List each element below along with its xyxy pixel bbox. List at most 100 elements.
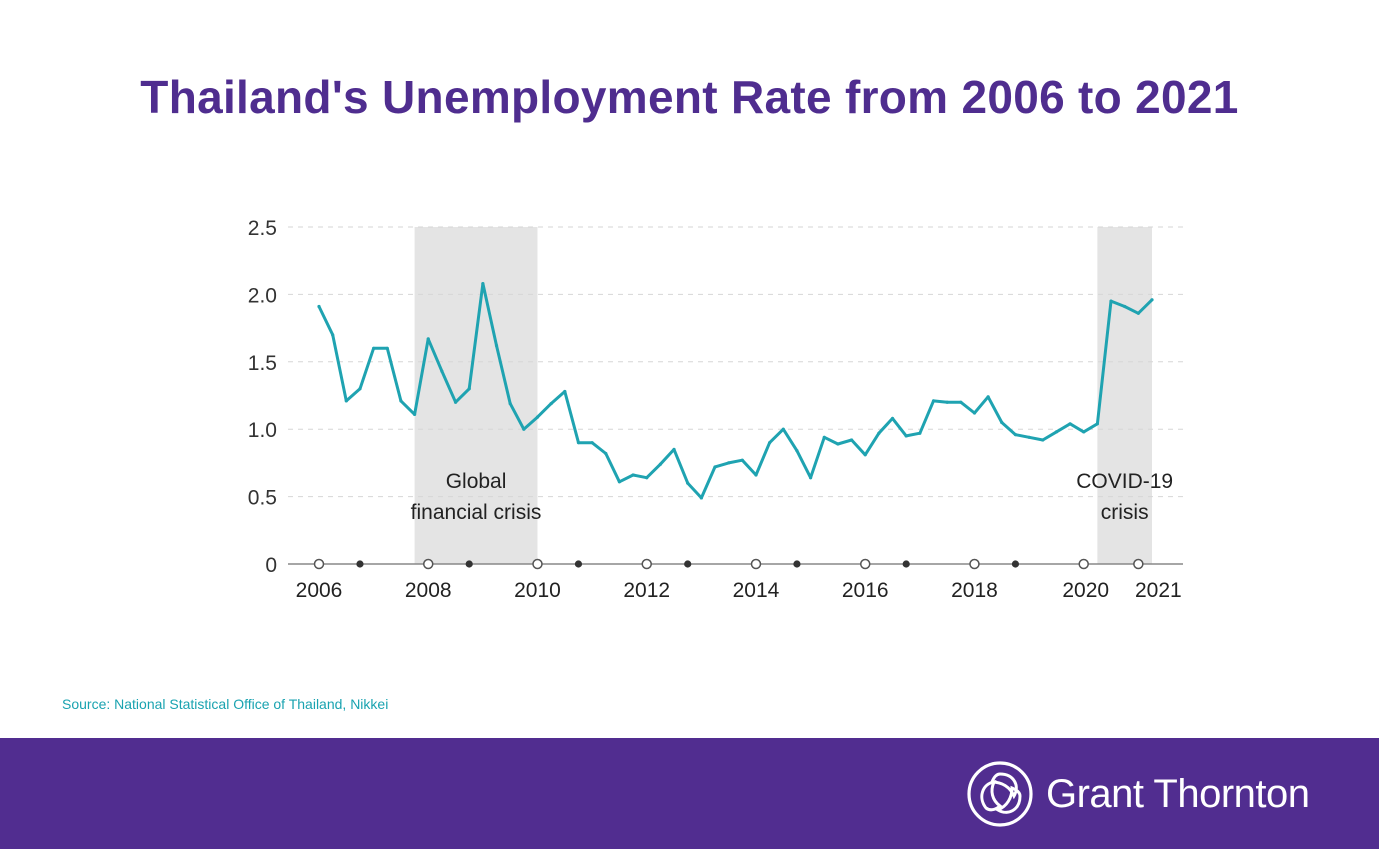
data-point	[590, 441, 594, 445]
data-point	[412, 412, 417, 416]
data-point	[877, 431, 881, 435]
data-point	[508, 401, 512, 406]
minor-tick-dot	[902, 560, 910, 568]
major-tick-marker	[859, 558, 871, 570]
data-point	[740, 458, 744, 462]
x-tick-label: 2016	[842, 579, 889, 602]
chart-title: Thailand's Unemployment Rate from 2006 t…	[140, 71, 1239, 123]
shaded-region-2	[1097, 227, 1152, 564]
footer-bar: Grant Thornton	[0, 738, 1379, 849]
minor-tick-dot	[793, 560, 801, 568]
data-point	[1000, 420, 1004, 425]
data-point	[522, 427, 526, 431]
data-point	[440, 369, 444, 373]
data-point	[931, 399, 936, 403]
minor-tick-dot	[574, 560, 583, 568]
data-point	[617, 480, 622, 484]
data-point	[1068, 422, 1072, 426]
brand-logo[interactable]: Grant Thornton	[966, 760, 1310, 828]
y-tick-label: 0.5	[248, 487, 277, 510]
data-point	[1123, 304, 1127, 309]
data-point	[1013, 432, 1018, 437]
data-point	[672, 447, 676, 452]
x-tick-label: 2020	[1062, 579, 1109, 602]
data-point	[849, 438, 854, 442]
data-point	[604, 451, 608, 456]
data-point	[426, 337, 430, 341]
region-label-1-line-1: Global	[446, 470, 507, 493]
region-labels: Global financial crisis COVID-19 crisis	[411, 470, 1173, 524]
x-tick-label: 2012	[623, 579, 670, 602]
major-tick-marker	[750, 558, 762, 570]
shaded-regions	[414, 227, 1152, 564]
data-point	[713, 465, 717, 469]
x-tick-label: 2021	[1135, 579, 1182, 602]
data-point	[918, 431, 922, 435]
data-point	[549, 401, 553, 406]
data-points	[317, 282, 1154, 500]
minor-tick-dot	[465, 560, 473, 568]
y-tick-label: 2.5	[248, 217, 277, 240]
data-point	[494, 344, 499, 348]
source-note: Source: National Statistical Office of T…	[62, 696, 389, 712]
y-tick-label: 0	[265, 554, 277, 577]
data-point	[331, 333, 335, 337]
data-point	[972, 411, 977, 415]
series-line-1	[317, 282, 1154, 500]
major-tick-marker	[1078, 558, 1089, 570]
data-point	[863, 453, 867, 457]
x-tick-label: 2014	[733, 579, 780, 602]
data-point	[768, 441, 772, 445]
data-point	[344, 399, 348, 403]
data-point	[481, 282, 485, 286]
series-lines	[317, 282, 1154, 500]
y-tick-label: 1.5	[248, 352, 277, 375]
major-tick-marker	[422, 558, 434, 570]
data-point	[686, 481, 690, 485]
data-point	[317, 304, 321, 309]
y-tick-labels: 0 0.5 1.0 1.5 2.0 2.5	[248, 217, 277, 577]
data-point	[1150, 298, 1154, 302]
data-point	[1041, 438, 1045, 442]
data-point	[1136, 311, 1140, 315]
data-point	[1095, 422, 1099, 426]
data-point	[836, 442, 840, 446]
major-tick-marker	[313, 558, 325, 570]
data-point	[399, 399, 403, 403]
data-point	[781, 427, 785, 431]
data-point	[1109, 299, 1113, 303]
major-tick-marker	[641, 558, 652, 570]
shaded-region-1	[414, 227, 538, 564]
x-tick-label: 2010	[514, 579, 561, 602]
minor-tick-dot	[356, 560, 364, 568]
major-tick-marker	[1133, 558, 1144, 570]
data-point	[631, 473, 635, 477]
major-tick-marker	[532, 558, 543, 570]
x-axis	[288, 558, 1183, 570]
region-label-2-line-1: COVID-19	[1076, 470, 1173, 493]
data-point	[385, 346, 389, 350]
data-point	[809, 476, 813, 480]
y-tick-label: 2.0	[248, 284, 277, 307]
data-point	[795, 449, 799, 453]
data-point	[453, 400, 458, 404]
brand-name: Grant Thornton	[1046, 771, 1310, 816]
data-point	[467, 387, 471, 391]
x-tick-labels: 2006 2008 2010 2012 2014 2016 2018 2020 2021	[296, 579, 1182, 602]
data-point	[959, 400, 963, 404]
region-label-2-line-2: crisis	[1101, 501, 1149, 524]
data-point	[754, 473, 758, 477]
y-tick-label: 1.0	[248, 419, 277, 442]
data-point	[890, 416, 895, 421]
data-point	[535, 415, 540, 419]
data-point	[658, 462, 662, 466]
data-point	[699, 496, 703, 500]
data-point	[945, 400, 949, 404]
region-label-1-line-2: financial crisis	[411, 501, 542, 524]
data-point	[563, 389, 567, 394]
line-chart: Global financial crisis COVID-19 crisis 0 0.…	[248, 217, 1183, 602]
data-point	[727, 461, 731, 465]
brand-mark-icon	[967, 761, 1033, 827]
data-point	[645, 476, 649, 480]
data-point	[1027, 435, 1031, 439]
